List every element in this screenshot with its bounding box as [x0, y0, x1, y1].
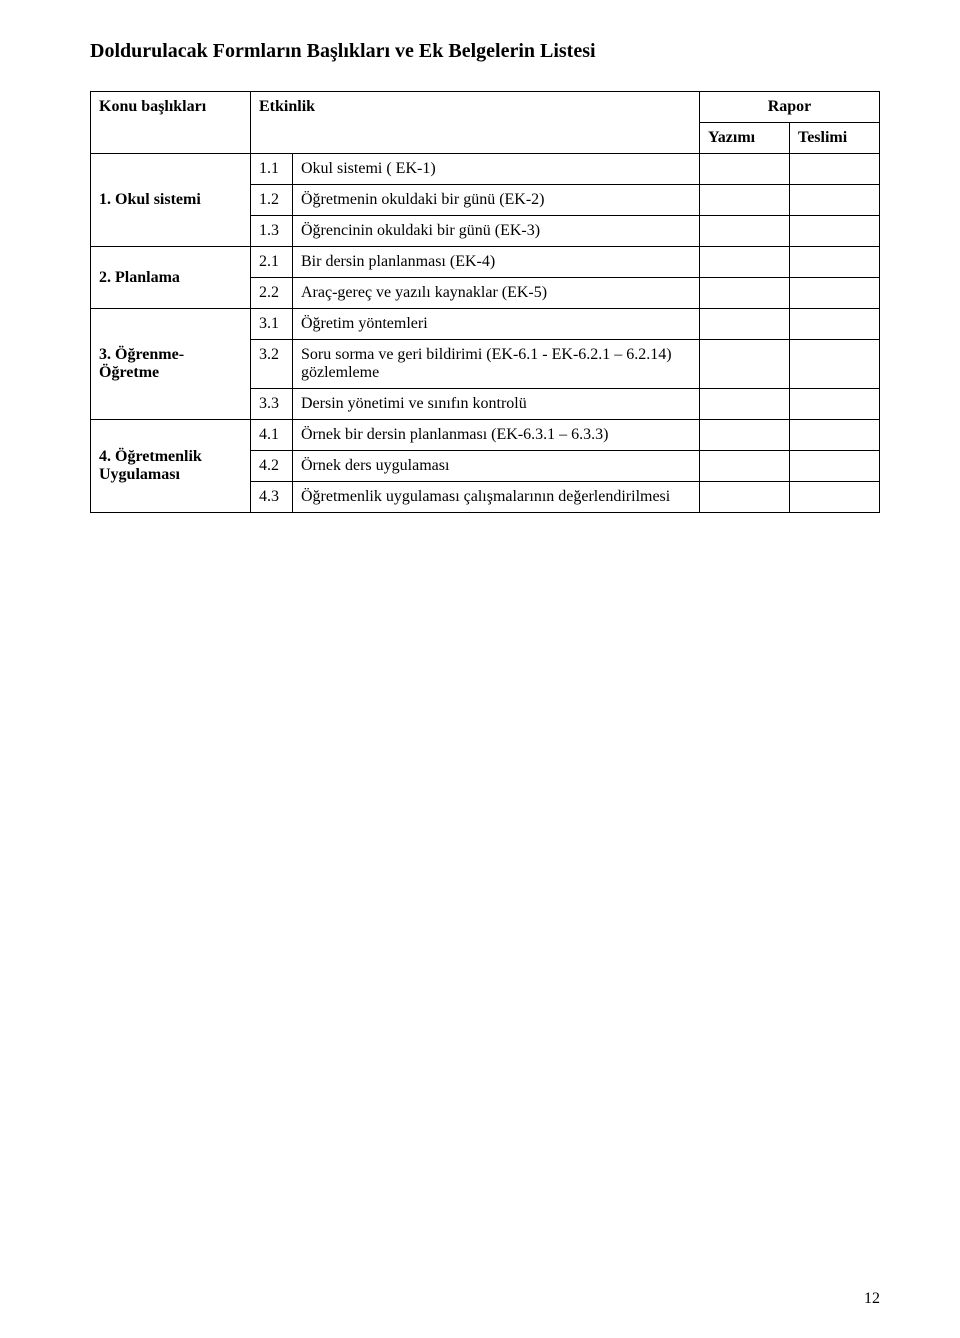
activity-text: Öğretmenlik uygulaması çalışmalarının de… — [293, 482, 700, 513]
rapor-teslimi-cell — [790, 185, 880, 216]
group-label: 2. Planlama — [91, 247, 251, 309]
rapor-yazimi-cell — [700, 154, 790, 185]
group-label: 4. Öğretmenlik Uygulaması — [91, 420, 251, 513]
th-etkinlik: Etkinlik — [251, 92, 700, 154]
activity-text: Öğretmenin okuldaki bir günü (EK-2) — [293, 185, 700, 216]
rapor-yazimi-cell — [700, 185, 790, 216]
activity-text: Öğrencinin okuldaki bir günü (EK-3) — [293, 216, 700, 247]
th-rapor: Rapor — [700, 92, 880, 123]
rapor-yazimi-cell — [700, 216, 790, 247]
th-teslimi: Teslimi — [790, 123, 880, 154]
rapor-yazimi-cell — [700, 340, 790, 389]
rapor-teslimi-cell — [790, 482, 880, 513]
table-row: 1. Okul sistemi1.1Okul sistemi ( EK-1) — [91, 154, 880, 185]
rapor-teslimi-cell — [790, 451, 880, 482]
activity-number: 1.3 — [251, 216, 293, 247]
activity-text: Okul sistemi ( EK-1) — [293, 154, 700, 185]
forms-table: Konu başlıklarıEtkinlikRaporYazımıTeslim… — [90, 91, 880, 513]
activity-number: 2.2 — [251, 278, 293, 309]
activity-number: 2.1 — [251, 247, 293, 278]
rapor-teslimi-cell — [790, 309, 880, 340]
rapor-teslimi-cell — [790, 420, 880, 451]
page-title: Doldurulacak Formların Başlıkları ve Ek … — [90, 40, 880, 63]
activity-text: Örnek ders uygulaması — [293, 451, 700, 482]
th-yazimi: Yazımı — [700, 123, 790, 154]
rapor-teslimi-cell — [790, 216, 880, 247]
rapor-yazimi-cell — [700, 389, 790, 420]
activity-number: 4.2 — [251, 451, 293, 482]
rapor-yazimi-cell — [700, 278, 790, 309]
activity-text: Araç-gereç ve yazılı kaynaklar (EK-5) — [293, 278, 700, 309]
rapor-yazimi-cell — [700, 309, 790, 340]
activity-number: 1.1 — [251, 154, 293, 185]
rapor-teslimi-cell — [790, 340, 880, 389]
activity-text: Örnek bir dersin planlanması (EK-6.3.1 –… — [293, 420, 700, 451]
group-label: 3. Öğrenme-Öğretme — [91, 309, 251, 420]
page: Doldurulacak Formların Başlıkları ve Ek … — [0, 0, 960, 1338]
rapor-yazimi-cell — [700, 451, 790, 482]
rapor-teslimi-cell — [790, 389, 880, 420]
rapor-teslimi-cell — [790, 247, 880, 278]
activity-text: Soru sorma ve geri bildirimi (EK-6.1 - E… — [293, 340, 700, 389]
activity-text: Bir dersin planlanması (EK-4) — [293, 247, 700, 278]
rapor-teslimi-cell — [790, 278, 880, 309]
th-konu: Konu başlıkları — [91, 92, 251, 154]
rapor-yazimi-cell — [700, 247, 790, 278]
group-label: 1. Okul sistemi — [91, 154, 251, 247]
table-row: 4. Öğretmenlik Uygulaması4.1Örnek bir de… — [91, 420, 880, 451]
activity-number: 4.3 — [251, 482, 293, 513]
rapor-yazimi-cell — [700, 482, 790, 513]
activity-number: 3.3 — [251, 389, 293, 420]
activity-text: Öğretim yöntemleri — [293, 309, 700, 340]
activity-number: 4.1 — [251, 420, 293, 451]
activity-number: 1.2 — [251, 185, 293, 216]
rapor-teslimi-cell — [790, 154, 880, 185]
activity-number: 3.2 — [251, 340, 293, 389]
activity-number: 3.1 — [251, 309, 293, 340]
rapor-yazimi-cell — [700, 420, 790, 451]
table-row: 3. Öğrenme-Öğretme3.1Öğretim yöntemleri — [91, 309, 880, 340]
page-number: 12 — [864, 1290, 880, 1308]
activity-text: Dersin yönetimi ve sınıfın kontrolü — [293, 389, 700, 420]
table-header-row: Konu başlıklarıEtkinlikRapor — [91, 92, 880, 123]
table-row: 2. Planlama2.1Bir dersin planlanması (EK… — [91, 247, 880, 278]
